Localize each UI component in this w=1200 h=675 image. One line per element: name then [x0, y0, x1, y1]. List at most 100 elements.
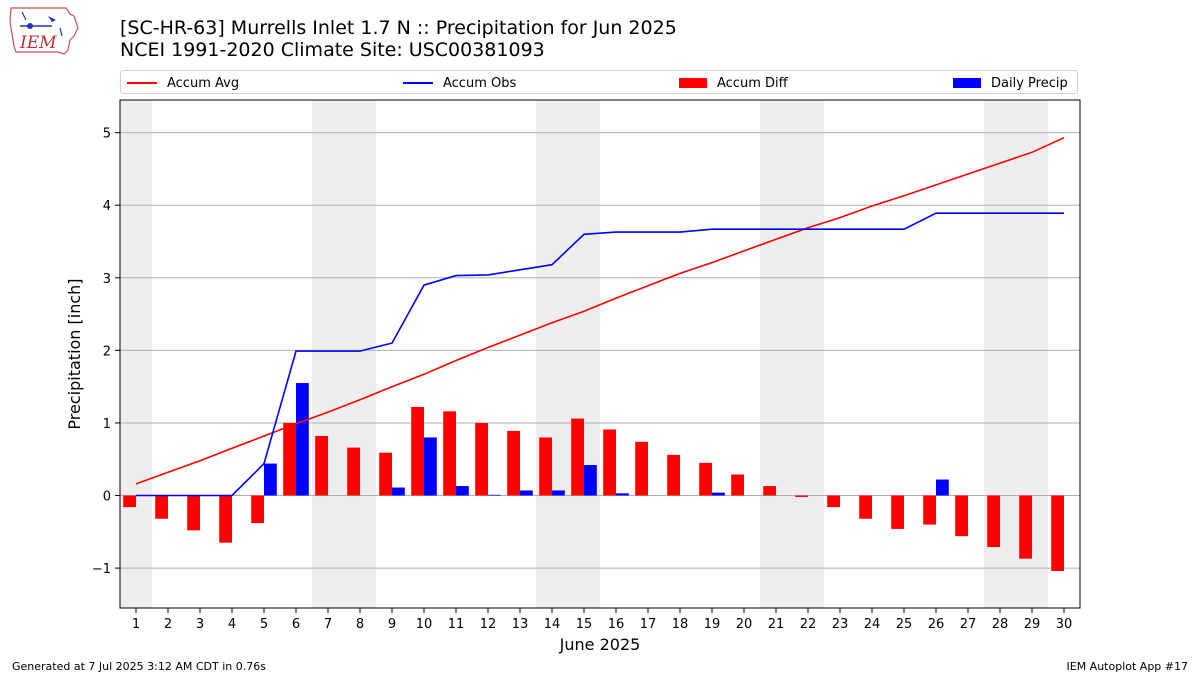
- daily-precip-bar-day-10: [424, 437, 437, 496]
- daily-precip-bar-day-9: [392, 487, 405, 496]
- x-tick-label-28: 28: [992, 617, 1009, 632]
- x-tick-label-6: 6: [292, 617, 300, 632]
- legend-item-daily-precip: Daily Precip: [953, 74, 1068, 92]
- weekend-shade-day-7: [312, 100, 344, 608]
- x-tick-label-11: 11: [448, 617, 465, 632]
- accum-diff-bar-day-8: [347, 447, 360, 496]
- x-tick-label-26: 26: [928, 617, 945, 632]
- chart-title: [SC-HR-63] Murrells Inlet 1.7 N :: Preci…: [120, 17, 677, 61]
- x-tick-label-8: 8: [356, 617, 364, 632]
- title-line-2: NCEI 1991-2020 Climate Site: USC00381093: [120, 39, 545, 61]
- bars: [123, 383, 1064, 571]
- x-tick-label-19: 19: [704, 617, 721, 632]
- y-axis-label: Precipitation [inch]: [65, 278, 84, 429]
- accum-diff-bar-day-15: [571, 418, 584, 496]
- legend-swatch-accum-avg: [127, 82, 157, 84]
- legend-label-accum-avg: Accum Avg: [167, 75, 240, 91]
- y-tick-label--1: −1: [92, 562, 111, 577]
- weekend-shade-day-14: [536, 100, 568, 608]
- accum-diff-bar-day-29: [1019, 495, 1032, 559]
- accum-diff-bar-day-28: [987, 495, 1000, 548]
- x-tick-label-2: 2: [164, 617, 172, 632]
- legend-item-accum-obs: Accum Obs: [403, 74, 516, 92]
- accum-diff-bar-day-27: [955, 495, 968, 537]
- weekend-shade-day-1: [120, 100, 152, 608]
- legend-swatch-accum-obs: [403, 82, 433, 84]
- x-tick-label-5: 5: [260, 617, 268, 632]
- daily-precip-bar-day-14: [552, 490, 565, 496]
- weekend-shade-day-22: [792, 100, 824, 608]
- accum-diff-bar-day-24: [859, 495, 872, 519]
- accum-diff-bar-day-10: [411, 406, 424, 496]
- legend-swatch-accum-diff: [679, 78, 707, 88]
- x-tick-label-9: 9: [388, 617, 396, 632]
- accum-diff-bar-day-11: [443, 411, 456, 496]
- chart-legend: Accum Avg Accum Obs Accum Diff Daily Pre…: [120, 70, 1078, 94]
- x-tick-label-29: 29: [1024, 617, 1041, 632]
- legend-swatch-daily-precip: [953, 78, 981, 88]
- title-line-1: [SC-HR-63] Murrells Inlet 1.7 N :: Preci…: [120, 17, 677, 39]
- legend-label-accum-diff: Accum Diff: [717, 75, 788, 91]
- x-tick-label-20: 20: [736, 617, 753, 632]
- x-tick-label-24: 24: [864, 617, 881, 632]
- x-tick-label-27: 27: [960, 617, 977, 632]
- y-tick-label-3: 3: [103, 272, 111, 287]
- daily-precip-bar-day-15: [584, 465, 597, 496]
- footer-generated: Generated at 7 Jul 2025 3:12 AM CDT in 0…: [12, 660, 266, 673]
- accum-diff-bar-day-9: [379, 452, 392, 496]
- plot-frame: [119, 99, 1081, 609]
- accum-diff-bar-day-1: [123, 495, 136, 508]
- x-axis-label: June 2025: [559, 635, 641, 654]
- x-tick-label-7: 7: [324, 617, 332, 632]
- x-tick-label-10: 10: [416, 617, 433, 632]
- x-tick-label-25: 25: [896, 617, 913, 632]
- accum-diff-bar-day-17: [635, 441, 648, 496]
- daily-precip-bar-day-6: [296, 383, 309, 496]
- accum-diff-bar-day-22: [795, 495, 808, 497]
- daily-precip-bar-day-19: [712, 492, 725, 496]
- x-tick-label-4: 4: [228, 617, 236, 632]
- daily-precip-bar-day-11: [456, 486, 469, 496]
- x-tick-label-14: 14: [544, 617, 561, 632]
- accum-diff-bar-day-19: [699, 462, 712, 496]
- iem-logo-graphic: IEM: [9, 7, 79, 55]
- accum-diff-bar-day-3: [187, 495, 200, 531]
- accum-avg-line: [135, 136, 1065, 485]
- x-tick-label-12: 12: [480, 617, 497, 632]
- accum-diff-bar-day-13: [507, 430, 520, 496]
- accum-diff-bar-day-18: [667, 454, 680, 496]
- legend-label-daily-precip: Daily Precip: [991, 75, 1068, 91]
- x-tick-label-17: 17: [640, 617, 657, 632]
- accum-diff-bar-day-2: [155, 495, 168, 519]
- lines: [135, 136, 1065, 497]
- accum-diff-bar-day-23: [827, 495, 840, 508]
- accum-diff-bar-day-30: [1051, 495, 1064, 571]
- accum-diff-bar-day-26: [923, 495, 936, 525]
- x-tick-label-3: 3: [196, 617, 204, 632]
- x-tick-label-1: 1: [132, 617, 140, 632]
- accum-diff-bar-day-5: [251, 495, 264, 524]
- daily-precip-bar-day-13: [520, 490, 533, 496]
- daily-precip-bar-day-16: [616, 493, 629, 496]
- x-tick-label-23: 23: [832, 617, 849, 632]
- iem-logo: IEM: [8, 6, 80, 58]
- grid-lines: [120, 132, 1080, 569]
- accum-diff-bar-day-25: [891, 495, 904, 529]
- legend-item-accum-diff: Accum Diff: [679, 74, 788, 92]
- accum-obs-line: [136, 212, 1064, 497]
- x-tick-label-15: 15: [576, 617, 593, 632]
- weekend-shade-day-15: [568, 100, 600, 608]
- x-tick-label-30: 30: [1056, 617, 1073, 632]
- x-tick-label-16: 16: [608, 617, 625, 632]
- daily-precip-bar-day-5: [264, 463, 277, 496]
- accum-diff-bar-day-6: [283, 422, 296, 496]
- daily-precip-bar-day-12: [488, 494, 501, 496]
- weekend-shade-day-8: [344, 100, 376, 608]
- logo-text: IEM: [19, 33, 57, 53]
- accum-diff-bar-day-12: [475, 422, 488, 496]
- footer-app: IEM Autoplot App #17: [1066, 660, 1189, 673]
- y-tick-label-2: 2: [103, 344, 111, 359]
- x-tick-label-13: 13: [512, 617, 529, 632]
- accum-diff-bar-day-4: [219, 495, 232, 543]
